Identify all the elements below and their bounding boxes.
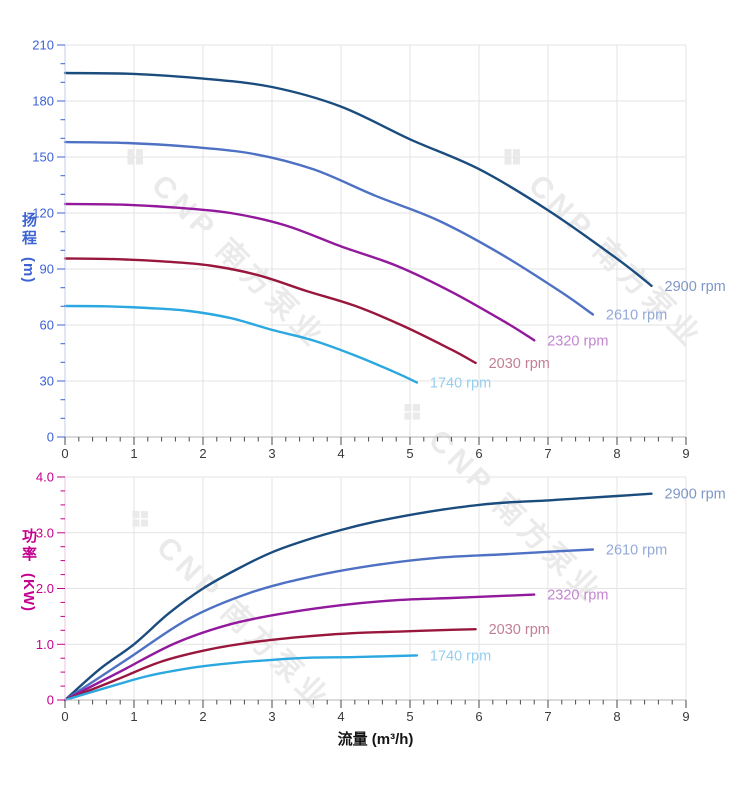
head-x-tick-label: 8 (613, 446, 620, 461)
power-curve-2900 (63, 492, 653, 702)
power-y-tick-label: 1.0 (36, 637, 54, 652)
power-curve-label-2900: 2900 rpm (665, 487, 726, 503)
watermark-cnp: ❖ CNP 南方泵业 (390, 391, 609, 610)
head-y-tick-label: 90 (40, 262, 54, 277)
head-y-tick-label: 180 (32, 94, 54, 109)
head-y-tick-label: 0 (47, 430, 54, 445)
head-x-tick-label: 3 (268, 446, 275, 461)
head-curve-2030 (63, 257, 477, 365)
head-x-tick-label: 6 (475, 446, 482, 461)
power-curve-label-2610: 2610 rpm (606, 543, 667, 559)
power-x-tick-label: 2 (199, 709, 206, 724)
power-curve-label-2030: 2030 rpm (489, 622, 550, 638)
power-y-tick-label: 3.0 (36, 525, 54, 540)
power-axis-unit: (KW) (20, 573, 37, 612)
power-axis-title-text: 功率 (20, 528, 37, 564)
power-y-tick-label: 4.0 (36, 470, 54, 485)
power-x-tick-label: 5 (406, 709, 413, 724)
head-curve-2320 (63, 202, 536, 342)
power-x-tick-label: 0 (61, 709, 68, 724)
power-y-tick-label: 2.0 (36, 581, 54, 596)
watermark-cnp: ❖ CNP 南方泵业 (118, 498, 337, 717)
head-curve-label-2320: 2320 rpm (547, 333, 608, 349)
head-axis-unit: (m) (20, 257, 37, 284)
power-y-tick-label: 0 (47, 693, 54, 708)
head-y-tick-label: 60 (40, 318, 54, 333)
head-curve-2610 (63, 140, 595, 316)
head-x-tick-label: 1 (130, 446, 137, 461)
head-curve-label-2030: 2030 rpm (489, 356, 550, 372)
power-curve-label-1740: 1740 rpm (430, 648, 491, 664)
power-x-tick-label: 1 (130, 709, 137, 724)
power-x-tick-label: 4 (337, 709, 344, 724)
head-curve-label-2610: 2610 rpm (606, 308, 667, 324)
power-curve-2610 (63, 548, 595, 702)
power-curve-2030 (63, 628, 477, 702)
head-axis-title: 扬程 (m) (20, 212, 37, 284)
head-curve-label-1740: 1740 rpm (430, 376, 491, 392)
head-y-tick-label: 120 (32, 206, 54, 221)
head-curve-2900 (63, 71, 653, 287)
head-x-tick-label: 4 (337, 446, 344, 461)
head-y-tick-label: 210 (32, 38, 54, 53)
head-axis-title-text: 扬程 (20, 212, 37, 248)
power-curve-1740 (63, 654, 419, 702)
curves: 2900 rpm 2610 rpm 2320 rpm 2030 rpm 1740 rpm… (63, 71, 726, 702)
head-y-tick-label: 30 (40, 374, 54, 389)
head-x-tick-label: 0 (61, 446, 68, 461)
power-x-tick-label: 9 (682, 709, 689, 724)
power-x-tick-label: 3 (268, 709, 275, 724)
watermark-cnp: ❖ CNP 南方泵业 (113, 136, 332, 355)
head-curve-1740 (63, 304, 419, 384)
power-x-tick-label: 8 (613, 709, 620, 724)
flow-axis-title: 流量 (m³/h) (337, 731, 414, 748)
power-x-tick-label: 6 (475, 709, 482, 724)
head-x-tick-label: 9 (682, 446, 689, 461)
power-curve-2320 (63, 593, 536, 702)
head-x-tick-label: 2 (199, 446, 206, 461)
power-curve-label-2320: 2320 rpm (547, 588, 608, 604)
power-axis-title: 功率 (KW) (20, 528, 37, 612)
head-curve-label-2900: 2900 rpm (665, 279, 726, 295)
gridlines (65, 44, 687, 700)
head-x-tick-label: 5 (406, 446, 413, 461)
power-x-tick-label: 7 (544, 709, 551, 724)
head-x-tick-label: 7 (544, 446, 551, 461)
head-y-tick-label: 150 (32, 150, 54, 165)
